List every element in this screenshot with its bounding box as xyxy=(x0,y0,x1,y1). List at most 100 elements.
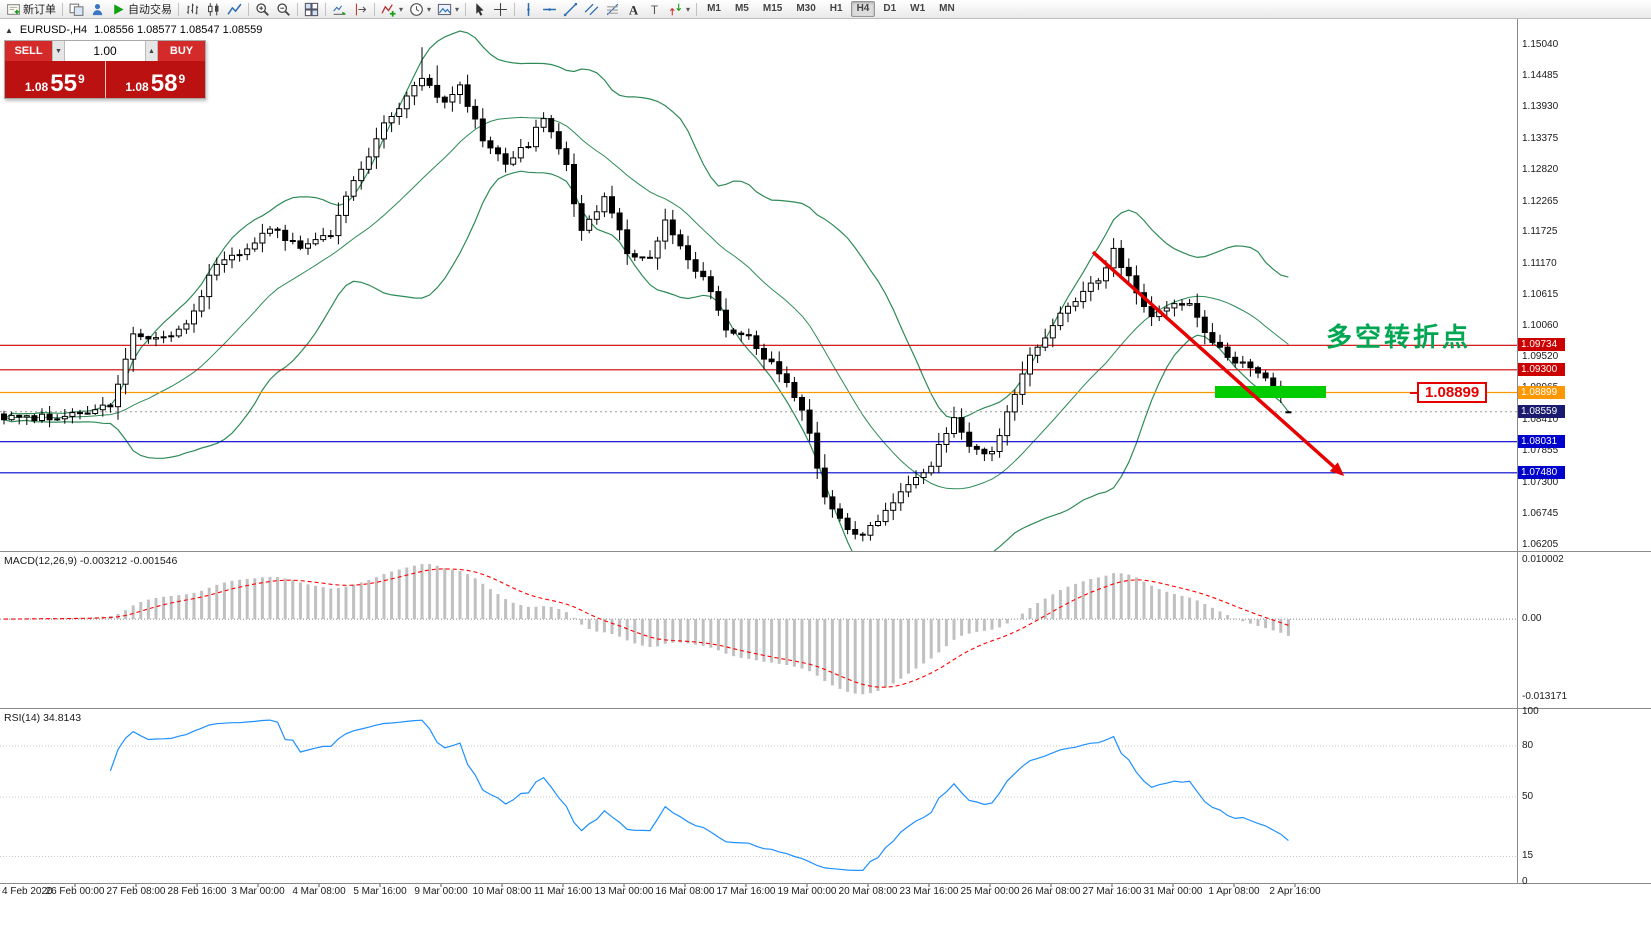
macd-scale-label: 0.00 xyxy=(1522,612,1542,624)
toolbar-arrows-button[interactable]: ▾ xyxy=(665,1,693,18)
candle-body xyxy=(624,229,631,255)
macd-histogram-bar xyxy=(154,597,158,620)
sell-button[interactable]: SELL xyxy=(5,41,52,61)
macd-scale-label: 0.010002 xyxy=(1522,553,1564,565)
time-tick-label: 17 Mar 16:00 xyxy=(716,886,776,897)
candlestick-chart-icon xyxy=(208,2,219,16)
macd-histogram-bar xyxy=(70,618,74,620)
price-tick-label: 1.13930 xyxy=(1522,101,1559,113)
toolbar-profiles-button[interactable] xyxy=(66,1,87,18)
timeframe-mn-button[interactable]: MN xyxy=(939,3,955,14)
macd-histogram-bar xyxy=(1142,581,1146,620)
timeframe-d1-button[interactable]: D1 xyxy=(883,3,897,14)
macd-histogram-bar xyxy=(1096,577,1100,620)
toolbar-cursor-button[interactable] xyxy=(469,1,490,18)
toolbar-text-button[interactable]: A xyxy=(623,1,644,18)
time-tick-label: 19 Mar 00:00 xyxy=(777,886,837,897)
time-tick-label: 25 Mar 00:00 xyxy=(960,886,1020,897)
candle-body xyxy=(517,147,524,159)
dropdown-caret-icon: ▾ xyxy=(399,4,404,14)
toolbar-trendline-button[interactable] xyxy=(560,1,581,18)
candle-body xyxy=(996,435,1003,453)
candle-body xyxy=(320,235,327,241)
toolbar-line-chart-button[interactable] xyxy=(224,1,245,18)
buy-price-button[interactable]: 1.08 58 9 xyxy=(105,61,205,98)
toolbar-zoom-out-button[interactable] xyxy=(273,1,294,18)
timeframe-h4-button[interactable]: H4 xyxy=(850,1,876,17)
macd-histogram-bar xyxy=(1226,615,1230,620)
macd-histogram-bar xyxy=(1005,619,1009,624)
candle-body xyxy=(122,358,129,385)
price-callout-label[interactable]: 1.08899 xyxy=(1410,382,1488,403)
one-click-collapse-icon[interactable]: ▲ xyxy=(5,25,13,35)
trend-arrow[interactable] xyxy=(1091,250,1345,476)
toolbar-fibonacci-button[interactable] xyxy=(602,1,623,18)
price-tick-label: 1.06205 xyxy=(1522,538,1559,550)
sell-price-button[interactable]: 1.08 55 9 xyxy=(5,61,106,98)
toolbar-templates-button[interactable]: ▾ xyxy=(434,1,462,18)
toolbar-indicators-button[interactable]: ▾ xyxy=(378,1,406,18)
candle-body xyxy=(1255,367,1261,374)
toolbar-candlestick-chart-button[interactable] xyxy=(203,1,224,18)
macd-histogram-bar xyxy=(975,619,979,632)
candle-body xyxy=(730,329,737,334)
timeframe-h1-button[interactable]: H1 xyxy=(829,3,843,14)
candle-body xyxy=(1087,282,1094,292)
candle-body xyxy=(631,253,638,258)
candle-body xyxy=(297,240,304,249)
toolbar-auto-scroll-button[interactable] xyxy=(329,1,350,18)
macd-histogram-bar xyxy=(412,565,416,620)
volume-input[interactable] xyxy=(65,41,145,61)
toolbar-bar-chart-button[interactable] xyxy=(182,1,203,18)
toolbar-separator xyxy=(696,2,698,16)
toolbar-new-order-button[interactable]: 新订单 xyxy=(3,1,59,18)
candle-body xyxy=(251,242,258,250)
rsi-scale-label: 50 xyxy=(1522,790,1534,802)
rsi-scale-label: 0 xyxy=(1522,875,1528,887)
timeframe-m5-button[interactable]: M5 xyxy=(734,3,749,14)
macd-histogram-bar xyxy=(481,583,485,620)
toolbar-vertical-line-button[interactable] xyxy=(518,1,539,18)
macd-histogram-bar xyxy=(374,577,378,620)
macd-histogram-bar xyxy=(245,579,249,620)
candle-body xyxy=(419,77,425,87)
candle-body xyxy=(692,259,699,272)
toolbar-text-label-button[interactable]: T xyxy=(644,1,665,18)
candle-body xyxy=(799,397,805,411)
macd-histogram-bar xyxy=(762,619,766,662)
toolbar-autotrade-button[interactable]: 自动交易 xyxy=(108,1,175,18)
macd-histogram-bar xyxy=(124,610,128,620)
toolbar-horizontal-line-button[interactable] xyxy=(539,1,560,18)
toolbar-zoom-in-button[interactable] xyxy=(252,1,273,18)
toolbar-chart-shift-button[interactable] xyxy=(350,1,371,18)
candle-body xyxy=(312,239,319,245)
turning-point-annotation[interactable]: 多空转折点 xyxy=(1326,322,1472,352)
macd-histogram-bar xyxy=(352,584,356,620)
toolbar-separator xyxy=(325,2,326,16)
timeframe-m1-button[interactable]: M1 xyxy=(707,3,721,14)
price-scale[interactable]: 1.15040 1.14485 1.13930 1.13375 1.12820 1.122… xyxy=(1517,0,1651,898)
toolbar-equidistant-channel-button[interactable] xyxy=(581,1,602,18)
dropdown-caret-icon: ▾ xyxy=(686,4,691,14)
toolbar-crosshair-button[interactable] xyxy=(490,1,511,18)
time-axis[interactable]: 4 Feb 2020 26 Feb 00:00 27 Feb 08:00 28 Feb… xyxy=(0,886,1651,900)
toolbar-periods-button[interactable]: ▾ xyxy=(406,1,434,18)
macd-histogram-bar xyxy=(891,619,895,684)
toolbar-market-watch-button[interactable] xyxy=(87,1,108,18)
volume-down-button[interactable]: ▼ xyxy=(52,41,65,61)
timeframe-m30-button[interactable]: M30 xyxy=(796,3,816,14)
candle-body xyxy=(403,95,410,110)
highlight-rectangle[interactable] xyxy=(1215,386,1326,398)
volume-up-button[interactable]: ▲ xyxy=(145,41,158,61)
buy-button[interactable]: BUY xyxy=(158,41,205,61)
macd-histogram-bar xyxy=(990,619,994,630)
chart-header: ▲ EURUSD-,H4 1.08556 1.08577 1.08547 1.0… xyxy=(5,24,262,36)
macd-histogram-bar xyxy=(572,617,576,620)
timeframe-w1-button[interactable]: W1 xyxy=(910,3,926,14)
macd-histogram-bar xyxy=(998,619,1002,628)
toolbar-tile-windows-button[interactable] xyxy=(301,1,322,18)
rsi-indicator-label: RSI(14) 34.8143 xyxy=(4,712,82,724)
macd-histogram-bar xyxy=(390,571,394,620)
timeframe-m15-button[interactable]: M15 xyxy=(762,3,783,14)
